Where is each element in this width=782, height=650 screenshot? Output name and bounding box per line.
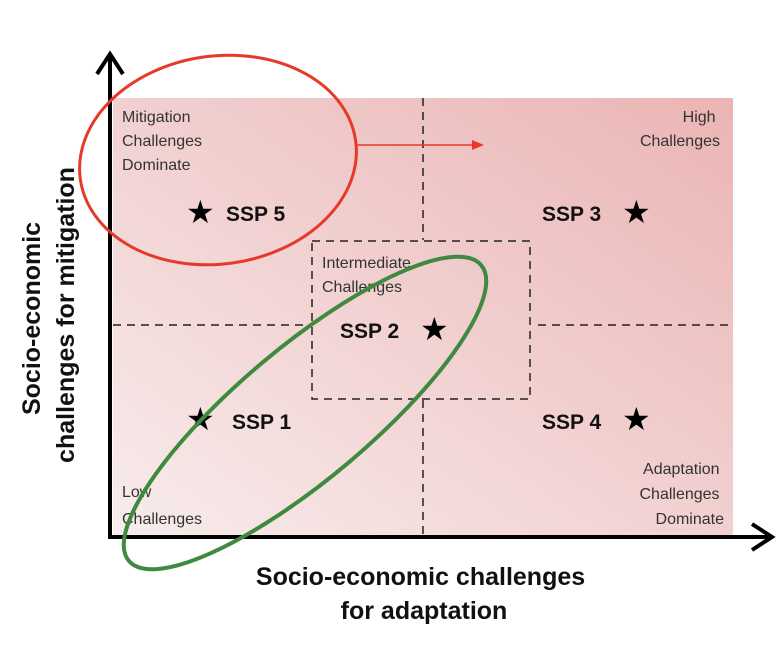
scenario-label: SSP 3	[542, 203, 601, 226]
star-icon: ★	[186, 193, 215, 231]
star-icon: ★	[420, 310, 449, 348]
scenario-label: SSP 2	[340, 320, 399, 343]
y-axis-arrowhead	[95, 50, 125, 76]
star-icon: ★	[622, 193, 651, 231]
scenario-ssp4: SSP 4 ★	[542, 400, 651, 438]
red-highlight-ellipse	[78, 53, 358, 267]
scenario-ssp5: ★ SSP 5	[186, 193, 285, 231]
intermediate-box	[311, 240, 531, 400]
scenario-label: SSP 4	[542, 411, 601, 434]
corner-label-top-left: Mitigation Challenges Dominate	[122, 109, 207, 174]
corner-label-bottom-right: Adaptation Challenges Dominate	[639, 461, 724, 528]
y-axis-label: Socio-economic challenges for mitigation	[18, 167, 80, 463]
star-icon: ★	[622, 400, 651, 438]
scenario-ssp2: SSP 2 ★	[340, 310, 449, 348]
scenario-label: SSP 1	[232, 411, 291, 434]
corner-label-top-right: High Challenges	[640, 109, 720, 150]
green-highlight-ellipse	[121, 254, 489, 572]
scenario-label: SSP 5	[226, 203, 285, 226]
x-axis-label: Socio-economic challenges for adaptation	[256, 563, 592, 625]
red-arrow-head	[472, 140, 484, 150]
x-axis-arrowhead	[750, 522, 776, 552]
scenario-ssp3: SSP 3 ★	[542, 193, 651, 231]
